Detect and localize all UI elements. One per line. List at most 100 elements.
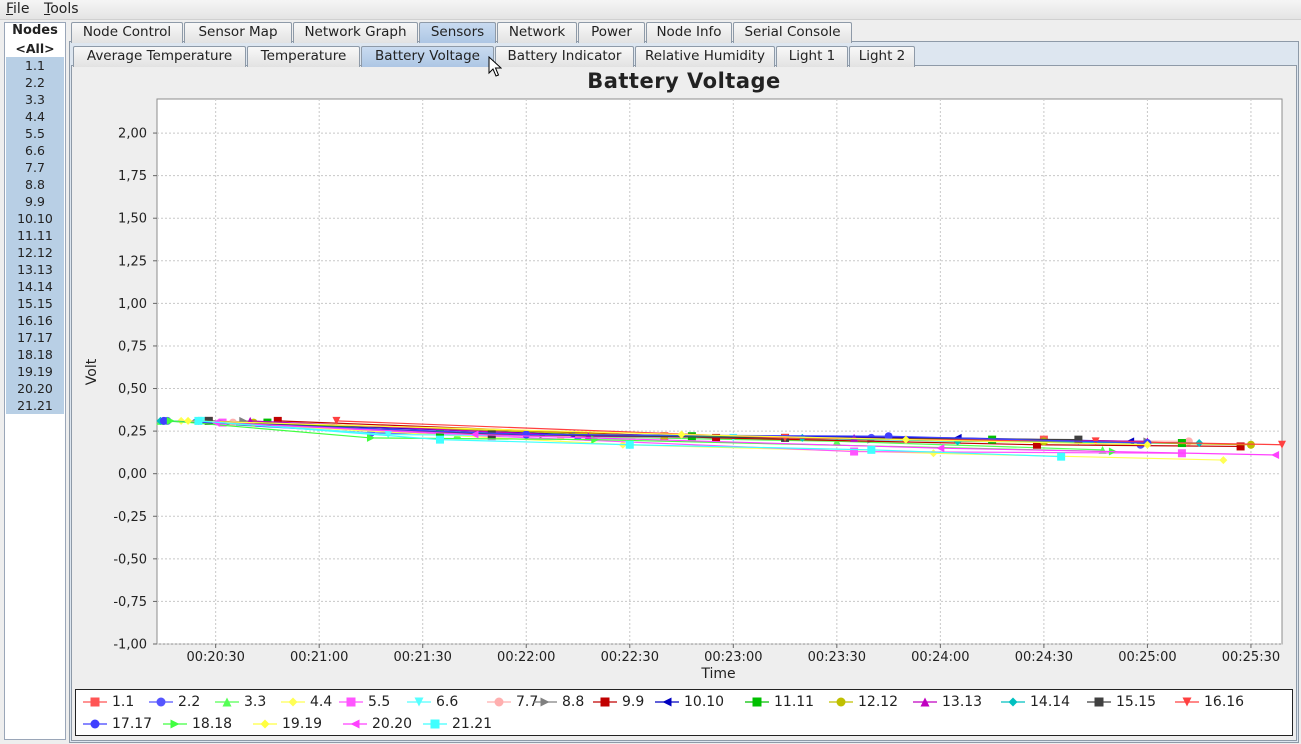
tab-network-graph[interactable]: Network Graph bbox=[293, 22, 418, 43]
node-item[interactable]: 14.14 bbox=[6, 278, 64, 295]
data-point bbox=[901, 435, 910, 444]
legend-marker bbox=[1175, 697, 1199, 707]
legend-label: 2.2 bbox=[178, 694, 201, 710]
legend-marker bbox=[149, 697, 173, 707]
file-menu-label: ile bbox=[13, 1, 30, 17]
data-point bbox=[712, 433, 721, 442]
legend-marker bbox=[163, 719, 187, 729]
node-item[interactable]: 13.13 bbox=[6, 261, 64, 278]
legend-label: 19.19 bbox=[282, 716, 323, 732]
y-tick-label: -0,50 bbox=[113, 552, 147, 567]
node-item[interactable]: 20.20 bbox=[6, 380, 64, 397]
subtab-light-1[interactable]: Light 1 bbox=[776, 46, 848, 67]
data-point bbox=[522, 430, 531, 439]
legend-marker-shape bbox=[1008, 697, 1018, 707]
legend-marker-shape bbox=[430, 719, 440, 729]
legend-label: 12.12 bbox=[858, 694, 899, 710]
subtab-light-2[interactable]: Light 2 bbox=[849, 46, 915, 67]
legend-label: 3.3 bbox=[244, 694, 267, 710]
legend-marker bbox=[655, 697, 679, 707]
subtab-relative-humidity[interactable]: Relative Humidity bbox=[635, 46, 775, 67]
legend-marker-shape bbox=[1182, 697, 1192, 707]
file-menu[interactable]: File bbox=[5, 1, 30, 17]
series-19-19 bbox=[184, 416, 1152, 449]
node-item[interactable]: 18.18 bbox=[6, 346, 64, 363]
tab-network[interactable]: Network bbox=[497, 22, 577, 43]
data-point bbox=[166, 416, 175, 425]
tab-sensors[interactable]: Sensors bbox=[419, 22, 496, 43]
node-item[interactable]: 19.19 bbox=[6, 363, 64, 380]
legend-marker-shape bbox=[90, 697, 100, 707]
legend-marker-shape bbox=[836, 697, 846, 707]
node-item[interactable]: 21.21 bbox=[6, 397, 64, 414]
subtab-battery-voltage[interactable]: Battery Voltage bbox=[361, 46, 494, 67]
node-item[interactable]: 4.4 bbox=[6, 108, 64, 125]
plot-area bbox=[156, 98, 1283, 645]
tab-node-control[interactable]: Node Control bbox=[71, 22, 183, 43]
x-tick-label: 00:25:00 bbox=[1118, 650, 1176, 665]
tab-sensor-map[interactable]: Sensor Map bbox=[184, 22, 292, 43]
legend-marker bbox=[83, 719, 107, 729]
legend-label: 21.21 bbox=[452, 716, 493, 732]
x-tick-label: 00:21:30 bbox=[394, 650, 452, 665]
data-point bbox=[1271, 450, 1280, 459]
subtab-average-temperature[interactable]: Average Temperature bbox=[73, 46, 246, 67]
data-point bbox=[273, 416, 282, 425]
node-item[interactable]: 12.12 bbox=[6, 244, 64, 261]
legend-marker-shape bbox=[600, 697, 610, 707]
series-20-20 bbox=[211, 418, 1280, 459]
legend-marker-shape bbox=[90, 719, 100, 729]
tools-menu[interactable]: Tools bbox=[43, 1, 80, 17]
x-tick-label: 00:21:00 bbox=[290, 650, 348, 665]
data-point bbox=[159, 416, 168, 425]
legend-marker bbox=[343, 719, 367, 729]
series-line bbox=[336, 420, 1283, 446]
legend-marker-shape bbox=[540, 697, 550, 707]
legend-label: 4.4 bbox=[310, 694, 333, 710]
node-item-all[interactable]: <All> bbox=[6, 40, 64, 57]
node-item[interactable]: 10.10 bbox=[6, 210, 64, 227]
tools-menu-label: ools bbox=[50, 1, 79, 17]
tab-serial-console[interactable]: Serial Console bbox=[733, 22, 852, 43]
node-item[interactable]: 15.15 bbox=[6, 295, 64, 312]
legend-label: 5.5 bbox=[368, 694, 391, 710]
legend-label: 8.8 bbox=[562, 694, 585, 710]
y-tick-label: 0,00 bbox=[118, 467, 147, 482]
legend-marker bbox=[487, 697, 511, 707]
x-tick-label: 00:24:30 bbox=[1015, 650, 1073, 665]
legend-marker-shape bbox=[170, 719, 180, 729]
node-item[interactable]: 11.11 bbox=[6, 227, 64, 244]
node-item[interactable]: 3.3 bbox=[6, 91, 64, 108]
nodes-list[interactable]: <All> 1.1 2.2 3.3 4.4 5.5 6.6 7.7 8.8 9.9 10.10 11.… bbox=[6, 40, 64, 414]
legend-label: 6.6 bbox=[436, 694, 459, 710]
legend-label: 15.15 bbox=[1116, 694, 1157, 710]
legend-marker bbox=[423, 719, 447, 729]
tab-node-info[interactable]: Node Info bbox=[646, 22, 732, 43]
legend-marker-shape bbox=[662, 697, 672, 707]
node-item[interactable]: 2.2 bbox=[6, 74, 64, 91]
legend-label: 9.9 bbox=[622, 694, 645, 710]
node-item[interactable]: 5.5 bbox=[6, 125, 64, 142]
legend-marker-shape bbox=[288, 697, 298, 707]
legend-label: 18.18 bbox=[192, 716, 233, 732]
x-tick-label: 00:24:00 bbox=[911, 650, 969, 665]
legend-marker-shape bbox=[156, 697, 166, 707]
subtab-temperature[interactable]: Temperature bbox=[247, 46, 360, 67]
node-item[interactable]: 6.6 bbox=[6, 142, 64, 159]
node-item[interactable]: 8.8 bbox=[6, 176, 64, 193]
x-tick-label: 00:23:30 bbox=[808, 650, 866, 665]
data-point bbox=[677, 430, 686, 439]
y-axis-label: Volt bbox=[84, 358, 100, 385]
subtab-battery-indicator[interactable]: Battery Indicator bbox=[495, 46, 634, 67]
legend-label: 10.10 bbox=[684, 694, 725, 710]
legend-marker-shape bbox=[752, 697, 762, 707]
menu-bar: File Tools bbox=[0, 0, 1301, 20]
node-item[interactable]: 7.7 bbox=[6, 159, 64, 176]
tab-power[interactable]: Power bbox=[578, 22, 645, 43]
node-item[interactable]: 16.16 bbox=[6, 312, 64, 329]
node-item[interactable]: 17.17 bbox=[6, 329, 64, 346]
y-tick-label: 1,75 bbox=[118, 169, 147, 184]
y-tick-label: -0,75 bbox=[113, 595, 147, 610]
node-item[interactable]: 1.1 bbox=[6, 57, 64, 74]
node-item[interactable]: 9.9 bbox=[6, 193, 64, 210]
